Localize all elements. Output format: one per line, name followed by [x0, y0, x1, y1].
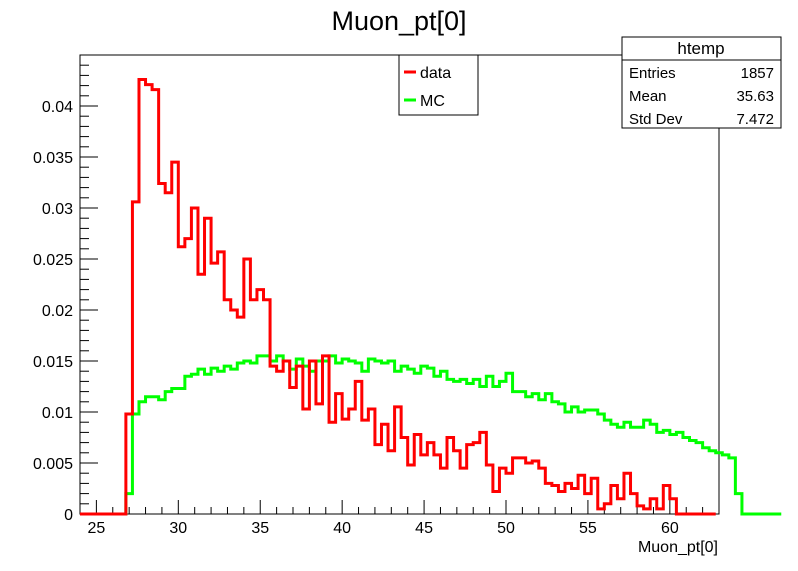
- x-tick-label: 40: [333, 520, 351, 537]
- x-tick-label: 30: [169, 520, 187, 537]
- y-tick-label: 0.015: [33, 354, 73, 371]
- stats-value-entries: 1857: [741, 65, 774, 82]
- x-axis: 25 30 35 40 45 50 55 60: [79, 500, 720, 537]
- legend-label-mc: MC: [420, 93, 445, 110]
- x-axis-title: Muon_pt[0]: [638, 539, 718, 556]
- x-tick-label: 45: [415, 520, 433, 537]
- x-tick-label: 35: [251, 520, 269, 537]
- y-tick-label: 0.02: [42, 303, 73, 320]
- stats-label-mean: Mean: [629, 88, 667, 105]
- y-axis: 0 0.005 0.01 0.015 0.02 0.025 0.03 0.035 0.04: [33, 54, 98, 524]
- stats-label-stddev: Std Dev: [629, 111, 683, 128]
- x-tick-label: 25: [87, 520, 105, 537]
- stats-box-frame: [621, 36, 782, 129]
- stats-value-stddev: 7.472: [736, 111, 774, 128]
- y-tick-label: 0.03: [42, 201, 73, 218]
- stats-box-title: htemp: [677, 39, 724, 58]
- chart-title: Muon_pt[0]: [331, 6, 466, 36]
- x-tick-label: 50: [497, 520, 515, 537]
- y-tick-label: 0.04: [42, 99, 73, 116]
- legend-box: [398, 54, 479, 116]
- stats-label-entries: Entries: [629, 65, 676, 82]
- stats-value-mean: 35.63: [736, 88, 774, 105]
- legend: data MC: [398, 54, 479, 116]
- legend-label-data: data: [420, 65, 451, 82]
- y-tick-label: 0: [64, 507, 73, 524]
- series-mc-line: [80, 354, 782, 516]
- x-tick-label: 60: [661, 520, 679, 537]
- stats-box: htemp Entries 1857 Mean 35.63 Std Dev 7.…: [621, 36, 782, 129]
- y-tick-label: 0.025: [33, 252, 73, 269]
- series-layer: [80, 77, 782, 516]
- y-tick-label: 0.035: [33, 150, 73, 167]
- series-data-line: [80, 77, 716, 516]
- x-tick-label: 55: [579, 520, 597, 537]
- y-tick-label: 0.01: [42, 405, 73, 422]
- y-tick-label: 0.005: [33, 456, 73, 473]
